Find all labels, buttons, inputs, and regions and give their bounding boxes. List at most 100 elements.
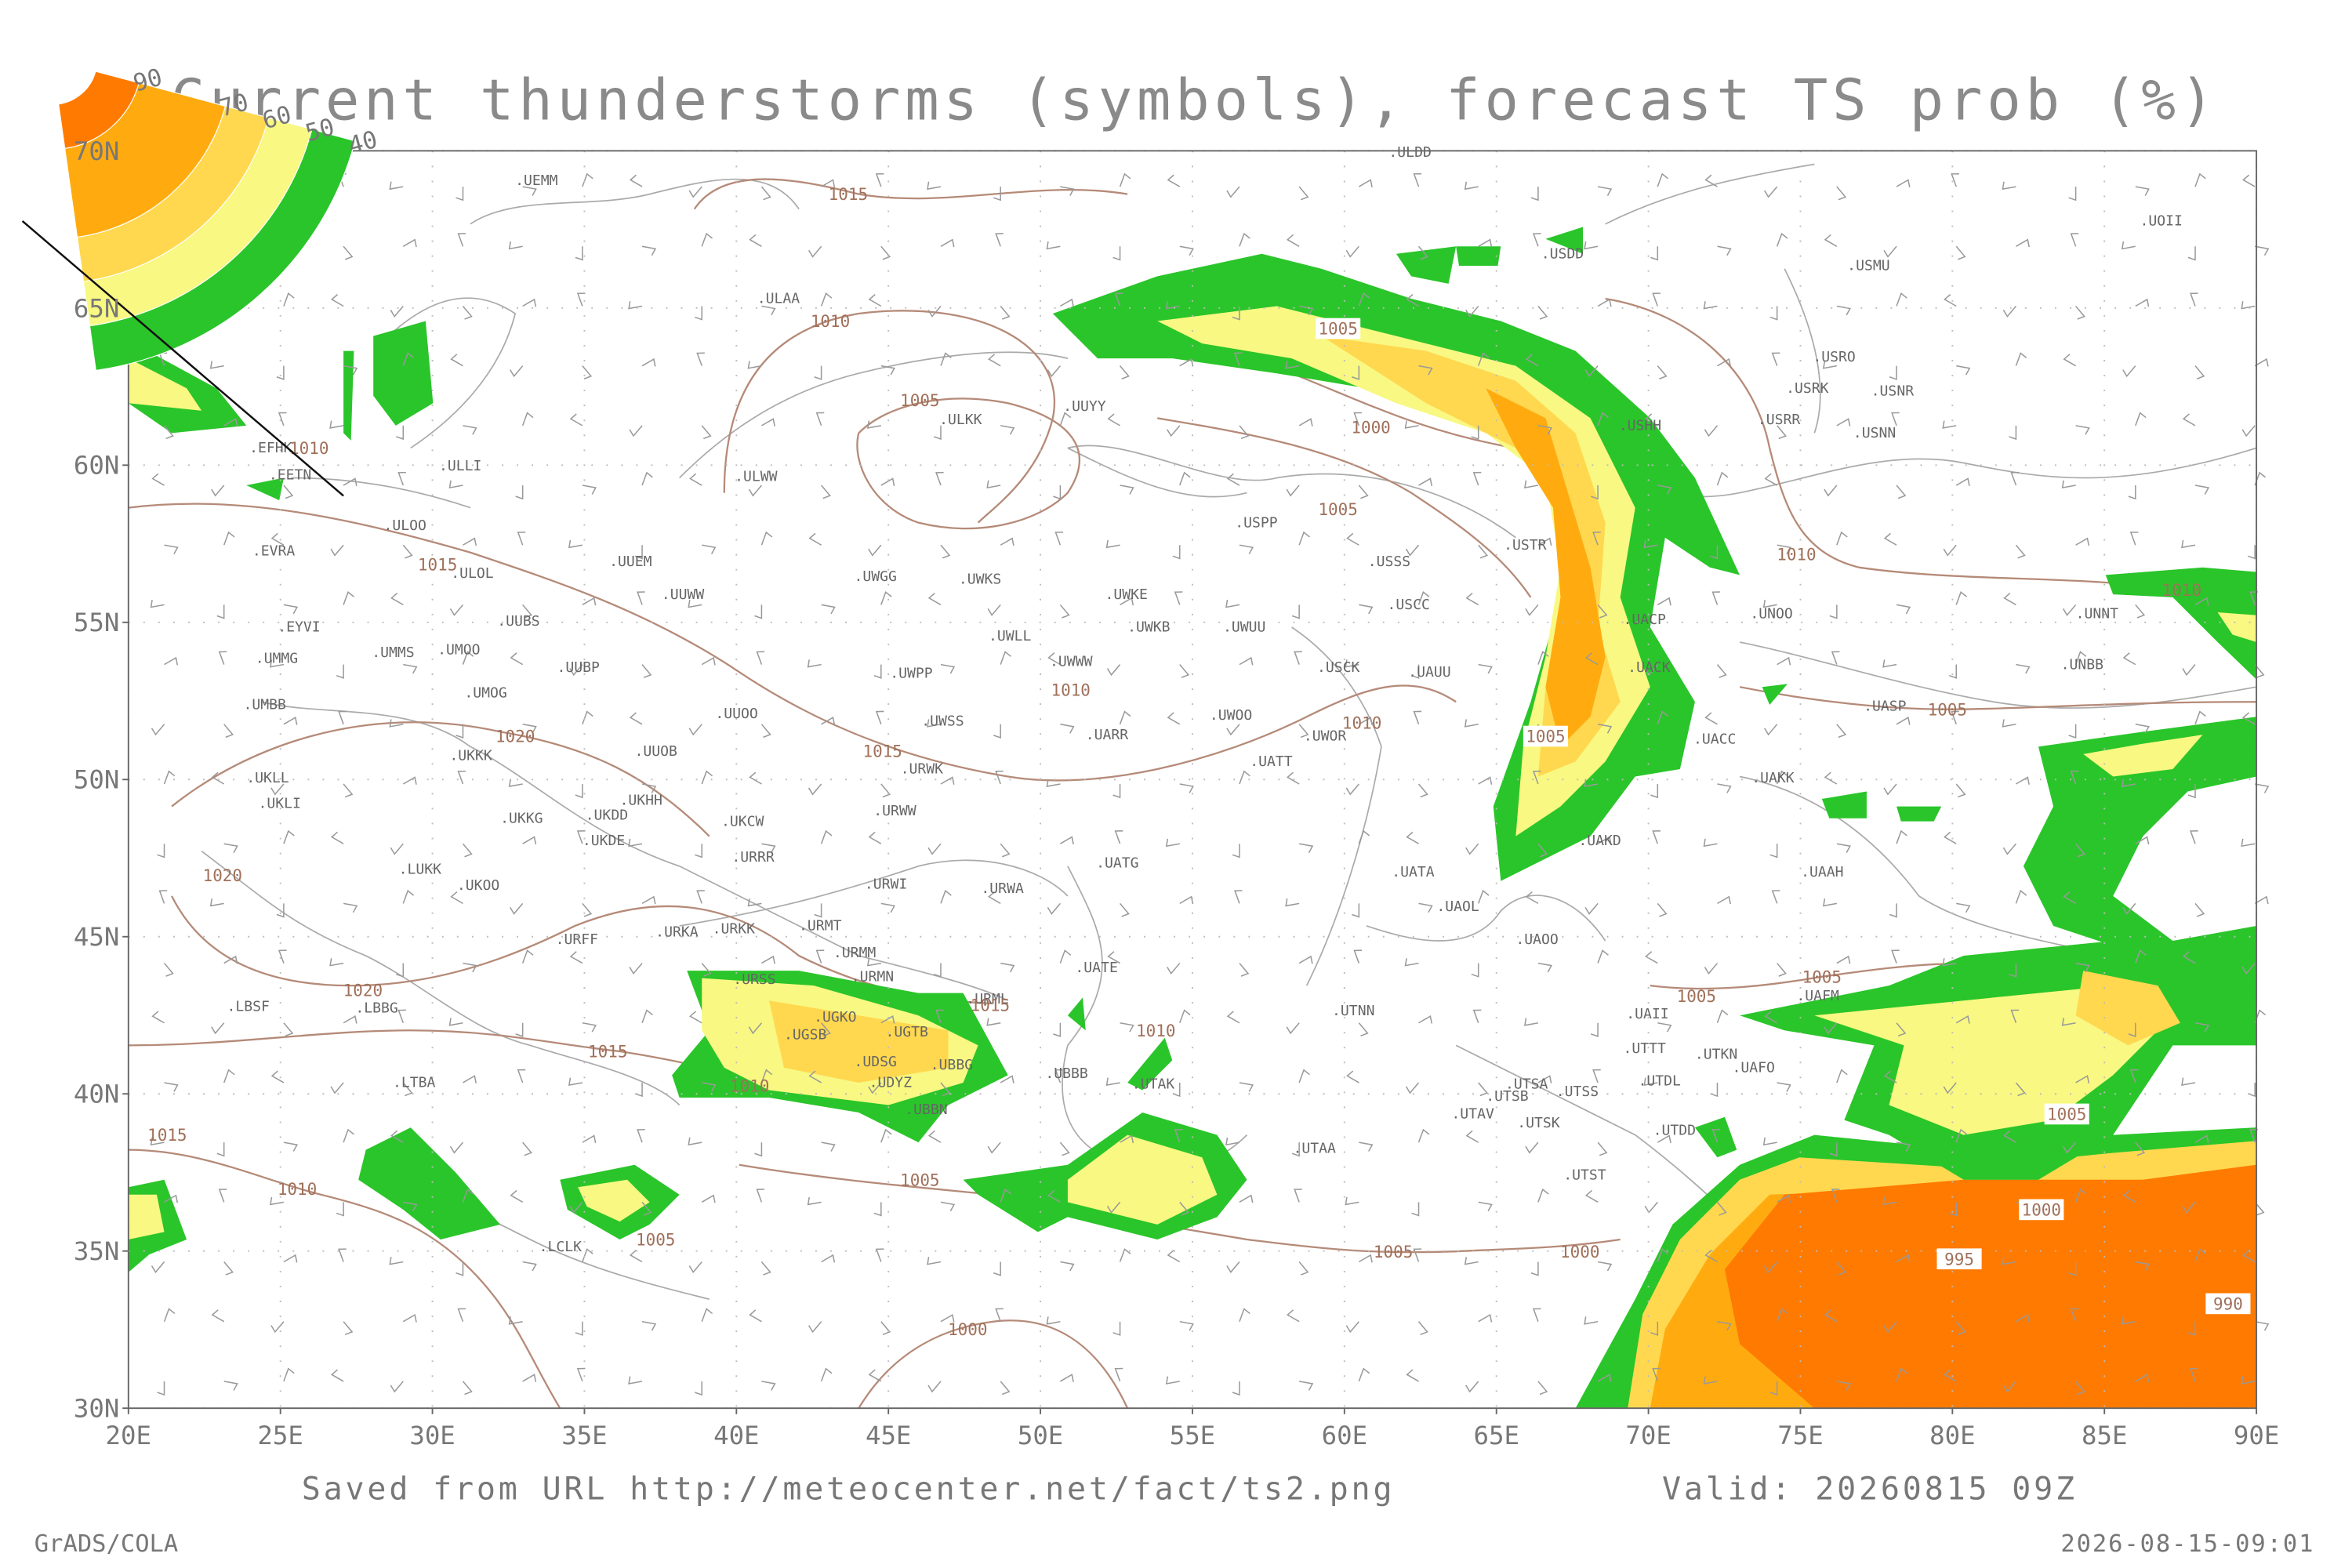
wind-barb: [2135, 1374, 2150, 1382]
wind-barb: [508, 779, 523, 787]
wind-barb: [582, 1248, 593, 1262]
isobar-label: 1005: [636, 1231, 675, 1250]
wind-barb: [462, 305, 473, 320]
wind-barb: [329, 958, 344, 967]
station-label: .ULWW: [735, 468, 778, 485]
wind-barb: [1172, 545, 1181, 560]
wind-barb: [463, 962, 477, 973]
isobar-label: 1010: [1777, 545, 1816, 564]
station-label: .UAAH: [1801, 864, 1843, 880]
station-label: .UACP: [1623, 612, 1666, 628]
wind-barb: [807, 659, 822, 668]
wind-barb: [1405, 1082, 1420, 1094]
wind-barb: [1525, 354, 1539, 367]
station-label: .UTDL: [1639, 1073, 1682, 1090]
wind-barb: [1353, 412, 1362, 426]
wind-barb: [1464, 181, 1479, 191]
wind-barb: [2135, 949, 2147, 964]
wind-barb: [629, 1250, 643, 1263]
wind-barb: [1584, 902, 1599, 915]
station-label: .UATE: [1075, 960, 1117, 976]
wind-barb: [820, 1367, 833, 1382]
wind-barb: [880, 1015, 895, 1024]
station-label: .UKHH: [619, 793, 662, 809]
wind-barb: [2194, 1248, 2206, 1262]
wind-barb: [940, 1201, 956, 1212]
wind-barb: [2016, 238, 2030, 248]
wind-barb: [2135, 186, 2150, 196]
wind-barb: [1764, 186, 1778, 198]
y-tick-label: 35N: [74, 1236, 119, 1266]
wind-barb: [2182, 951, 2196, 964]
wind-barb: [2249, 1129, 2258, 1143]
wind-barb: [1299, 305, 1314, 316]
wind-barb: [402, 238, 417, 248]
wind-barb: [283, 717, 298, 725]
station-label: .UKKK: [449, 748, 492, 764]
wind-barb: [1464, 1257, 1479, 1265]
wind-barb: [218, 1189, 227, 1203]
wind-barb: [1298, 186, 1309, 201]
wind-barb: [2075, 1381, 2085, 1396]
station-label: .UTSS: [1556, 1083, 1599, 1100]
station-label: .UATG: [1096, 855, 1138, 872]
wind-barb: [569, 1201, 583, 1214]
wind-barb: [151, 724, 165, 736]
wind-barb: [1239, 544, 1254, 555]
wind-barb: [1358, 1367, 1370, 1382]
wind-barb: [2128, 485, 2136, 500]
wind-barb: [875, 710, 884, 725]
wind-barb: [2241, 1376, 2256, 1385]
wind-barb: [761, 955, 775, 964]
wind-barb: [402, 889, 415, 904]
wind-barb: [1704, 712, 1718, 725]
wind-barb: [1703, 1376, 1718, 1385]
wind-barb: [1239, 232, 1250, 247]
station-label: .UWKS: [959, 572, 1001, 588]
wind-barb: [873, 1202, 882, 1217]
wind-barb: [986, 480, 1001, 489]
station-label: .LCLK: [539, 1239, 583, 1255]
wind-barb: [1951, 710, 1959, 725]
wind-barb: [1120, 1022, 1134, 1033]
wind-barb: [637, 1129, 645, 1143]
wind-barb: [701, 232, 713, 247]
wind-barb: [1477, 889, 1490, 904]
wind-barb: [1405, 544, 1420, 557]
wind-barb: [164, 1082, 179, 1092]
wind-barb: [1829, 1142, 1838, 1157]
wind-barb: [1472, 1009, 1482, 1024]
wind-barb: [1411, 1202, 1420, 1217]
wind-barb: [515, 485, 524, 500]
wind-barb: [576, 1367, 586, 1382]
wind-barb: [1053, 485, 1062, 500]
wind-barb: [2016, 776, 2030, 785]
wind-barb: [2061, 480, 2076, 489]
wind-barb: [875, 1248, 884, 1262]
wind-barb: [456, 724, 464, 739]
wind-barb: [150, 1137, 165, 1146]
wind-barb: [1119, 365, 1130, 379]
wind-barb: [927, 843, 942, 855]
wind-barb: [1418, 902, 1433, 913]
wind-barb: [1657, 597, 1671, 606]
wind-barb: [749, 1309, 762, 1323]
wind-barb: [1703, 301, 1718, 310]
wind-barb: [940, 776, 955, 785]
wind-barb: [641, 1320, 657, 1331]
wind-barb: [1643, 1077, 1658, 1086]
wind-barb: [1942, 420, 1957, 429]
wind-barb: [2190, 830, 2198, 844]
wind-barb: [1285, 361, 1300, 369]
wind-barb: [582, 172, 593, 187]
wind-barb: [1645, 951, 1658, 964]
station-label: .EVRA: [252, 543, 296, 560]
wind-barb: [1226, 473, 1240, 486]
wind-barb: [522, 1142, 532, 1156]
wind-barb: [1831, 651, 1840, 665]
isobar-label: 995: [1944, 1250, 1974, 1269]
station-label: .UKLL: [246, 770, 289, 786]
station-label: .UTAA: [1294, 1140, 1337, 1156]
wind-barb: [1592, 1069, 1601, 1083]
station-label: .UUOO: [715, 706, 757, 722]
